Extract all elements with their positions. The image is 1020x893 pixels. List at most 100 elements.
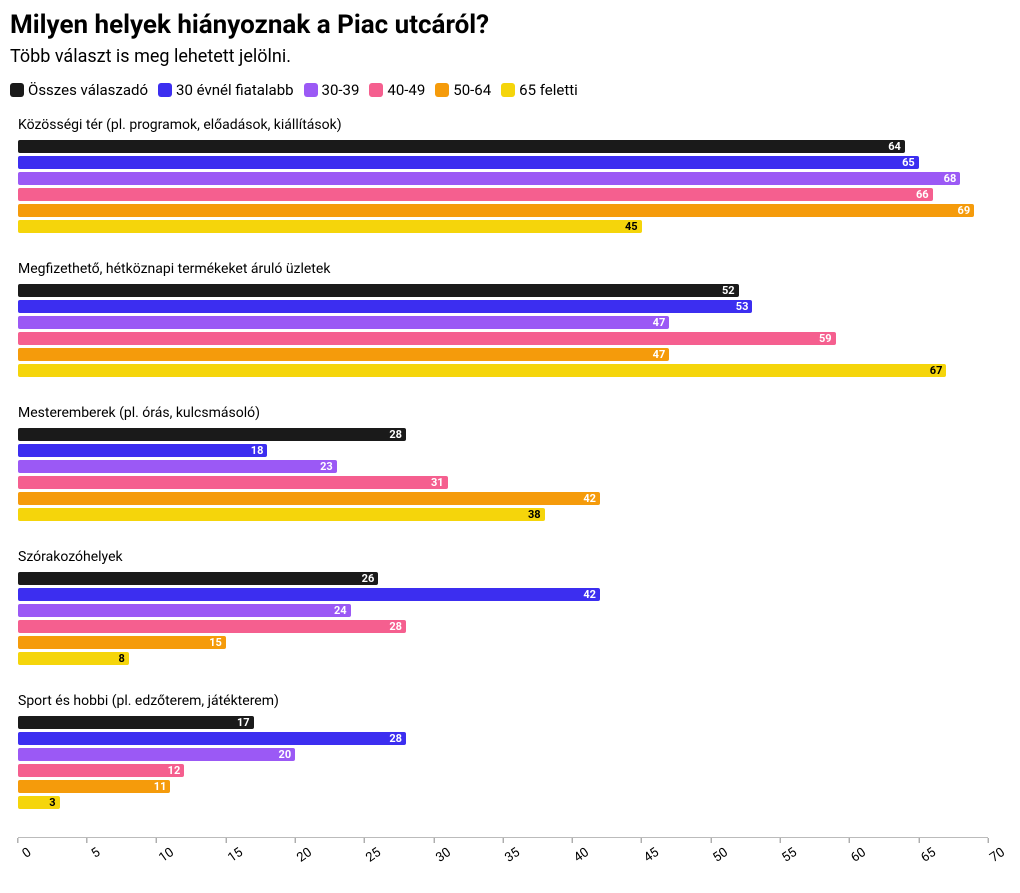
legend-label: 65 feletti [519, 81, 578, 99]
bar-value: 15 [209, 637, 222, 648]
bar-u30: 28 [18, 732, 406, 745]
bar-a65: 67 [18, 364, 946, 377]
bar-row: 11 [18, 780, 988, 793]
bar-a4049: 59 [18, 332, 836, 345]
legend-swatch [435, 83, 449, 97]
bar-stack: 17 28 20 12 11 3 [18, 716, 988, 809]
bar-value: 52 [722, 285, 735, 296]
legend-swatch [158, 83, 172, 97]
bar-row: 64 [18, 140, 988, 153]
axis-tick: 5 [84, 838, 91, 860]
tick-label: 5 [89, 845, 104, 861]
tick-label: 60 [849, 845, 870, 866]
bar-value: 66 [916, 189, 929, 200]
category-group: Megfizethető, hétköznapi termékeket árul… [18, 261, 988, 377]
bar-row: 8 [18, 652, 988, 665]
bar-value: 28 [389, 733, 402, 744]
tick-line [295, 838, 296, 843]
bar-row: 53 [18, 300, 988, 313]
axis-tick: 35 [496, 838, 511, 860]
bar-a5064: 47 [18, 348, 669, 361]
category-group: Közösségi tér (pl. programok, előadások,… [18, 117, 988, 233]
tick-line [710, 838, 711, 843]
bar-value: 20 [279, 749, 292, 760]
bar-u30: 18 [18, 444, 267, 457]
bar-a65: 8 [18, 652, 129, 665]
category-label: Sport és hobbi (pl. edzőterem, játéktere… [18, 693, 988, 709]
tick-label: 25 [364, 845, 385, 866]
category-label: Közösségi tér (pl. programok, előadások,… [18, 117, 988, 133]
tick-line [87, 838, 88, 843]
bar-value: 42 [583, 493, 596, 504]
bar-value: 3 [49, 797, 55, 808]
x-axis: 0510152025303540455055606570 [18, 837, 988, 873]
tick-line [780, 838, 781, 843]
bar-a3039: 24 [18, 604, 351, 617]
bar-row: 18 [18, 444, 988, 457]
tick-label: 65 [918, 845, 939, 866]
bar-value: 42 [583, 589, 596, 600]
bar-row: 31 [18, 476, 988, 489]
legend-label: 40-49 [387, 81, 425, 99]
legend-swatch [369, 83, 383, 97]
bar-value: 67 [930, 365, 943, 376]
bar-u30: 53 [18, 300, 752, 313]
tick-label: 10 [156, 845, 177, 866]
legend: Összes válaszadó30 évnél fiatalabb30-394… [10, 81, 1010, 99]
bar-row: 20 [18, 748, 988, 761]
bar-all: 17 [18, 716, 254, 729]
axis-tick: 30 [426, 838, 441, 860]
bar-row: 26 [18, 572, 988, 585]
bar-value: 28 [389, 429, 402, 440]
bar-a4049: 28 [18, 620, 406, 633]
bar-value: 47 [653, 349, 666, 360]
bar-value: 11 [154, 781, 167, 792]
bar-value: 38 [528, 509, 541, 520]
bar-row: 66 [18, 188, 988, 201]
axis-tick: 50 [704, 838, 719, 860]
bar-row: 52 [18, 284, 988, 297]
bar-stack: 52 53 47 59 47 67 [18, 284, 988, 377]
tick-line [156, 838, 157, 843]
tick-line [364, 838, 365, 843]
tick-label: 15 [225, 845, 246, 866]
bar-a3039: 47 [18, 316, 669, 329]
bar-a65: 45 [18, 220, 642, 233]
tick-label: 55 [779, 845, 800, 866]
bar-value: 24 [334, 605, 347, 616]
axis-tick: 65 [911, 838, 926, 860]
bar-a4049: 66 [18, 188, 933, 201]
bar-row: 69 [18, 204, 988, 217]
bar-a5064: 15 [18, 636, 226, 649]
bar-row: 28 [18, 732, 988, 745]
bar-row: 67 [18, 364, 988, 377]
bar-row: 65 [18, 156, 988, 169]
bar-value: 23 [320, 461, 333, 472]
tick-label: 35 [502, 845, 523, 866]
axis-tick: 0 [14, 838, 21, 860]
bar-a3039: 68 [18, 172, 960, 185]
bar-value: 59 [819, 333, 832, 344]
bar-value: 26 [362, 573, 375, 584]
axis-tick: 10 [149, 838, 164, 860]
bar-a5064: 11 [18, 780, 170, 793]
tick-label: 40 [572, 845, 593, 866]
legend-swatch [304, 83, 318, 97]
axis-tick: 40 [565, 838, 580, 860]
legend-swatch [10, 83, 24, 97]
category-group: Sport és hobbi (pl. edzőterem, játéktere… [18, 693, 988, 809]
chart-plot-area: Közösségi tér (pl. programok, előadások,… [18, 117, 988, 873]
bar-row: 45 [18, 220, 988, 233]
legend-item-u30: 30 évnél fiatalabb [158, 81, 294, 99]
bar-all: 64 [18, 140, 905, 153]
bar-a5064: 42 [18, 492, 600, 505]
axis-tick: 45 [634, 838, 649, 860]
legend-swatch [501, 83, 515, 97]
bar-a3039: 23 [18, 460, 337, 473]
bar-row: 12 [18, 764, 988, 777]
bar-row: 47 [18, 348, 988, 361]
bar-row: 3 [18, 796, 988, 809]
bar-u30: 42 [18, 588, 600, 601]
tick-line [918, 838, 919, 843]
bar-row: 59 [18, 332, 988, 345]
